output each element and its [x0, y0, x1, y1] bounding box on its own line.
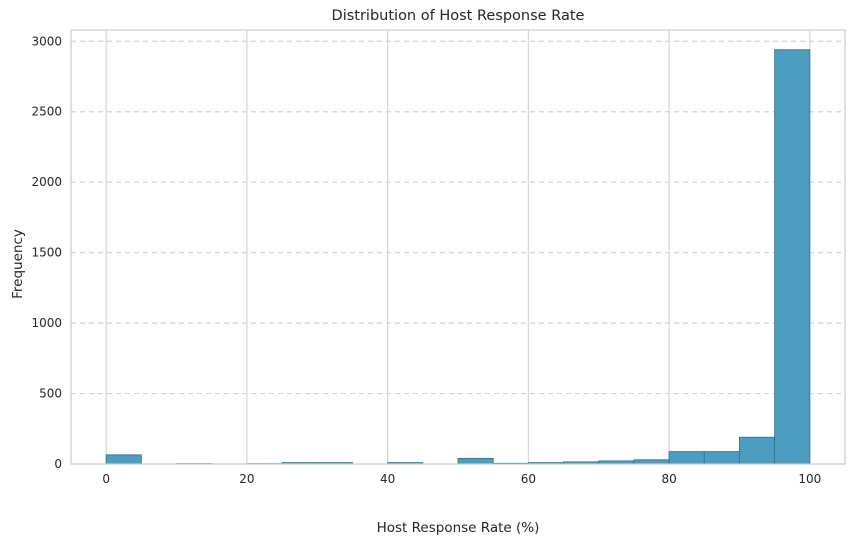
histogram-bar	[739, 436, 776, 465]
x-tick-label: 40	[380, 472, 395, 486]
histogram-bar	[668, 451, 705, 465]
x-tick-label: 60	[521, 472, 536, 486]
y-tick-label: 1000	[31, 316, 62, 330]
y-axis-label: Frequency	[10, 229, 26, 299]
y-tick-label: 2500	[31, 105, 62, 119]
y-tick-labels: 0 500 1000 1500 2000 2500 3000	[31, 34, 62, 471]
bars	[105, 49, 811, 465]
plot-frame	[70, 29, 846, 465]
histogram-bar	[774, 49, 811, 465]
x-axis-label: Host Response Rate (%)	[377, 520, 540, 536]
histogram-bar	[457, 457, 494, 465]
histogram-bar	[105, 454, 142, 465]
x-tick-label: 20	[239, 472, 254, 486]
y-tick-label: 1500	[31, 246, 62, 260]
y-tick-label: 500	[39, 387, 62, 401]
x-tick-label: 0	[102, 472, 110, 486]
grid	[71, 30, 845, 464]
histogram-bar	[633, 459, 670, 465]
x-tick-label: 100	[798, 472, 821, 486]
x-tick-labels: 0 20 40 60 80 100	[102, 472, 821, 486]
histogram-bar	[703, 451, 740, 465]
y-tick-label: 0	[54, 457, 62, 471]
y-tick-label: 3000	[31, 34, 62, 48]
y-tick-label: 2000	[31, 175, 62, 189]
x-tick-label: 80	[661, 472, 676, 486]
chart-title: Distribution of Host Response Rate	[332, 8, 585, 24]
